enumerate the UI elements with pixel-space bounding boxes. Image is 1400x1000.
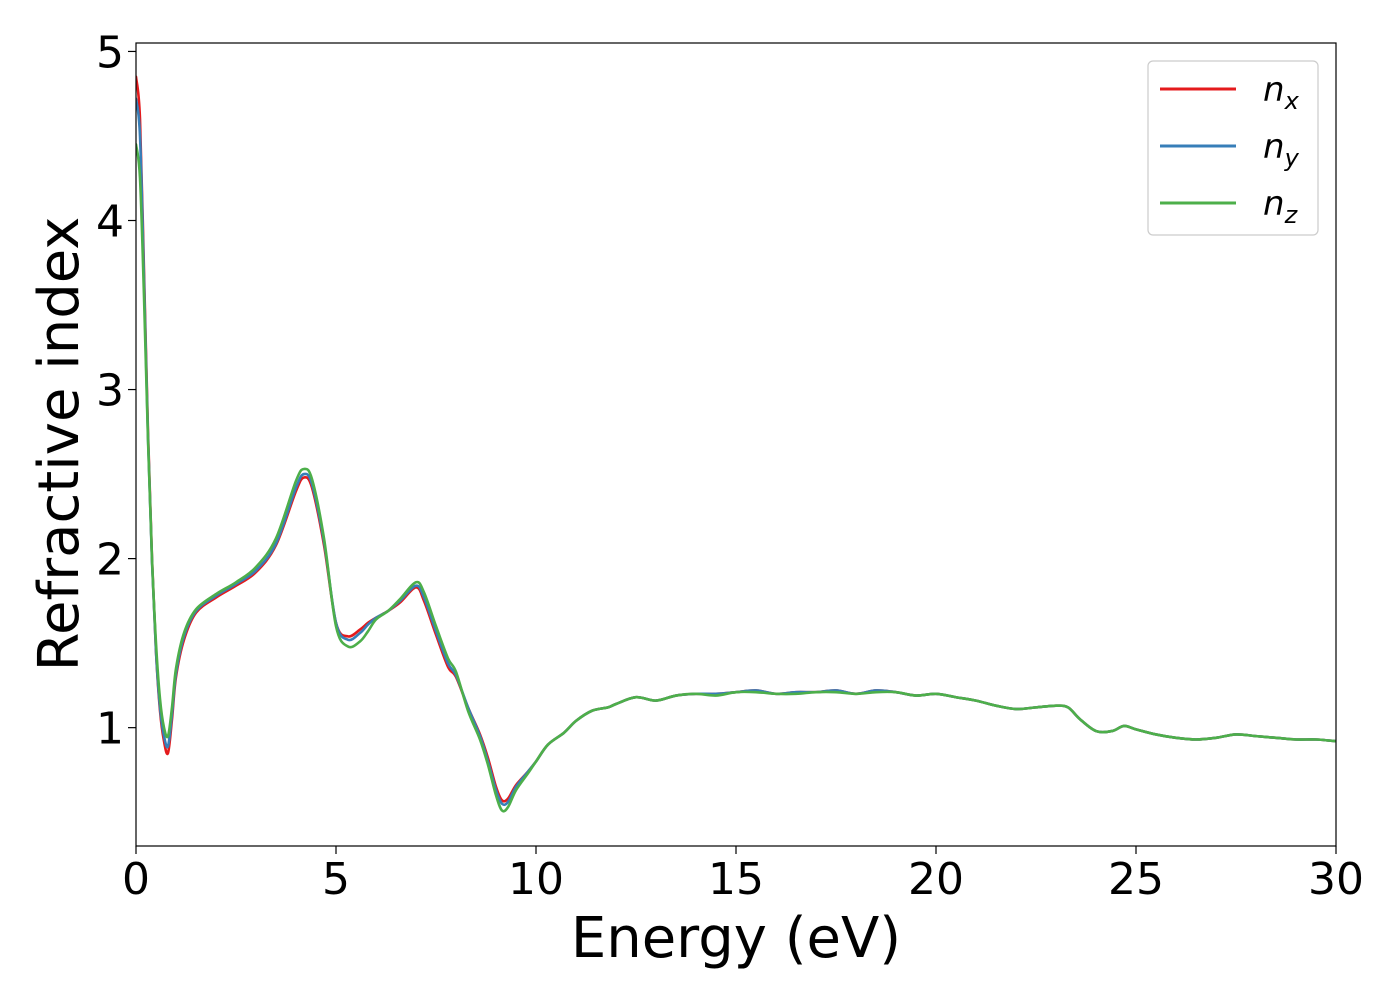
x-tick-label: 15: [708, 854, 764, 905]
series-lines: [136, 75, 1336, 813]
x-tick-label: 10: [508, 854, 564, 905]
legend: nx ny nz: [1147, 60, 1319, 236]
y-tick-label: 2: [96, 535, 124, 586]
x-tick-label: 25: [1108, 854, 1164, 905]
x-tick-label: 20: [908, 854, 964, 905]
y-tick-label: 1: [96, 704, 124, 755]
legend-label-y: ny: [1263, 127, 1300, 172]
x-tick-label: 5: [322, 854, 350, 905]
x-tick-label: 0: [122, 854, 150, 905]
y-tick-label: 3: [96, 366, 124, 417]
y-tick-label: 5: [96, 27, 124, 78]
y-axis-title: Refractive index: [27, 217, 92, 672]
x-tick-label: 30: [1308, 854, 1364, 905]
y-axis-ticks: 1 2 3 4 5: [96, 27, 136, 755]
legend-label-z: nz: [1263, 184, 1299, 229]
x-axis-title: Energy (eV): [571, 906, 901, 971]
legend-box: [1147, 60, 1319, 236]
legend-label-x: nx: [1263, 70, 1300, 115]
y-tick-label: 4: [96, 197, 124, 248]
x-axis-ticks: 0 5 10 15 20 25 30: [122, 846, 1364, 905]
series-line-z: [136, 143, 1336, 813]
